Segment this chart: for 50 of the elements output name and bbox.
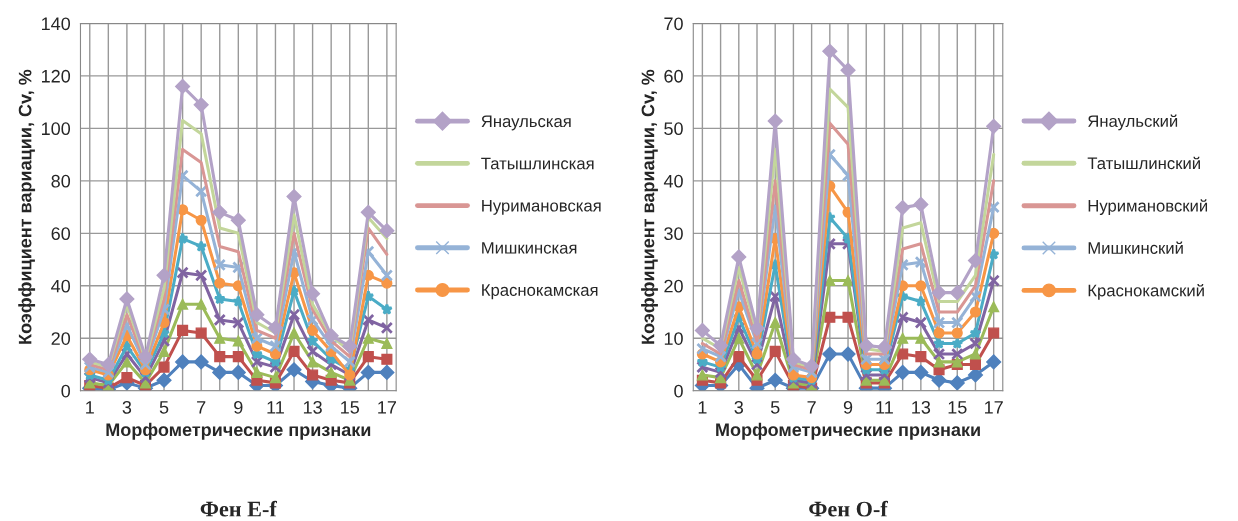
x-tick-label: 9 (234, 400, 243, 414)
x-tick-label: 13 (303, 400, 322, 414)
x-tick-label: 11 (267, 401, 284, 414)
y-tick-label: 70 (664, 17, 683, 31)
y-tick-label: 0 (61, 384, 71, 398)
y-axis-title: Коэффициент вариации, Cv, % (18, 69, 36, 344)
legend-label: Мишкинский (1088, 241, 1183, 254)
x-axis-title: Морфометрические признаки (716, 422, 980, 440)
legend-label: Нуримановский (1088, 199, 1208, 216)
text: Фен O-f (809, 500, 888, 517)
y-tick-label: 20 (664, 279, 683, 293)
y-tick-label: 60 (51, 227, 71, 241)
x-tick-label: 9 (843, 400, 853, 414)
y-tick-label: 40 (663, 174, 683, 188)
x-tick-label: 15 (948, 401, 967, 414)
y-tick-label: 140 (42, 17, 71, 31)
y-tick-label: 30 (664, 227, 683, 241)
legend-label: Краснокамская (482, 284, 598, 300)
x-tick-label: 1 (698, 401, 707, 414)
legend-label: Янаульская (481, 115, 571, 131)
x-tick-label: 17 (378, 401, 397, 414)
x-tick-label: 17 (985, 401, 1003, 414)
x-tick-label: 3 (122, 400, 132, 414)
y-tick-label: 60 (664, 69, 683, 83)
legend-label: Татышлинский (1087, 156, 1200, 170)
y-tick-label: 10 (664, 332, 683, 345)
y-tick-label: 50 (664, 122, 683, 136)
y-tick-label: 100 (42, 122, 71, 136)
x-tick-label: 15 (341, 401, 360, 414)
legend-label: Краснокамский (1088, 283, 1204, 300)
text: Фен E-f (200, 500, 277, 517)
y-tick-label: 40 (51, 279, 71, 293)
x-axis-title: Морфометрические признаки (106, 422, 371, 440)
legend-label: Мишкинская (482, 242, 577, 254)
y-tick-label: 0 (674, 384, 683, 398)
y-tick-label: 80 (51, 174, 71, 188)
x-tick-label: 11 (876, 401, 893, 414)
x-tick-label: 13 (912, 400, 931, 414)
x-tick-label: 1 (86, 401, 94, 414)
x-tick-label: 7 (807, 401, 816, 414)
y-axis-title: Коэффициент вариации, Cv, % (641, 69, 658, 344)
legend-label: Татышлинская (481, 157, 594, 170)
x-tick-label: 3 (734, 400, 744, 414)
x-tick-label: 7 (197, 401, 206, 414)
x-tick-label: 5 (770, 401, 780, 414)
x-tick-label: 5 (159, 401, 169, 414)
y-tick-label: 20 (51, 332, 71, 345)
y-tick-label: 120 (42, 69, 71, 83)
legend-label: Янаульский (1088, 114, 1178, 131)
legend-label: Нуримановская (482, 199, 601, 215)
